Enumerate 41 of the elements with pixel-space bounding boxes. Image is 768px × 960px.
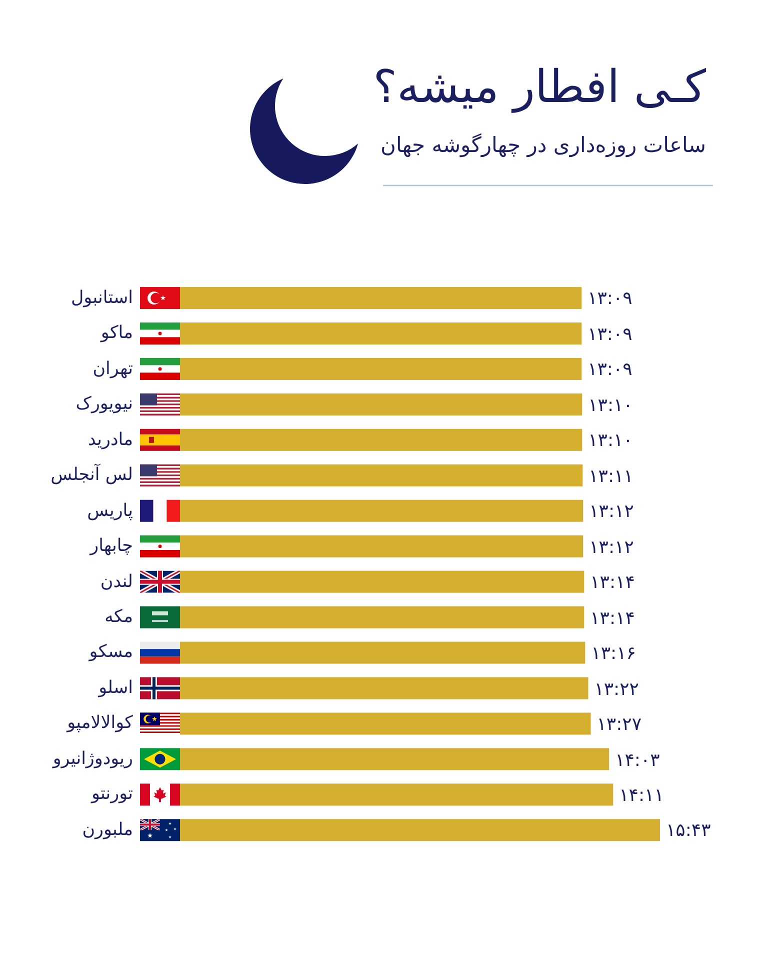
data-label: ۱۳:۱۲	[589, 500, 634, 524]
y-tick-label: نیویورک	[76, 393, 133, 416]
bar	[180, 393, 582, 416]
data-label: ۱۴:۱۱	[619, 784, 664, 808]
data-label: ۱۳:۰۹	[588, 322, 632, 347]
chart-subtitle: ساعات روزه‌داری در چهارگوشه جهان	[380, 132, 706, 160]
bar	[180, 322, 582, 345]
y-tick-label: ریودوژانیرو	[52, 748, 133, 771]
data-label: ۱۳:۱۰	[588, 429, 633, 454]
y-tick-label: مسکو	[89, 641, 133, 664]
y-tick-label: اسلو	[98, 676, 133, 700]
data-label: ۱۳:۱۴	[590, 571, 635, 596]
bar	[180, 358, 582, 380]
y-tick-label: استانبول	[70, 286, 133, 310]
bar	[180, 642, 586, 664]
data-label: ۱۳:۱۱	[588, 464, 634, 489]
data-label: ۱۳:۱۴	[590, 606, 635, 631]
data-label: ۱۳:۱۶	[591, 642, 636, 666]
data-label: ۱۴:۰۳	[615, 748, 660, 773]
y-tick-label: لس آنجلس	[50, 463, 133, 488]
bar	[180, 535, 584, 558]
y-tick-label: مادرید	[88, 428, 133, 452]
y-tick-label: ملبورن	[82, 818, 133, 842]
y-tick-label: پاریس	[87, 500, 133, 523]
y-tick-label: تورنتو	[91, 783, 133, 806]
bar	[180, 712, 591, 735]
y-tick-label: ماکو	[100, 322, 133, 346]
data-label: ۱۳:۰۹	[588, 358, 632, 382]
y-tick-label: چابهار	[90, 535, 133, 558]
data-label: ۱۳:۱۰	[588, 394, 633, 418]
y-tick-label: لندن	[100, 570, 133, 594]
y-tick-label: مکه	[104, 606, 133, 629]
data-label: ۱۳:۱۲	[589, 536, 634, 560]
bar	[180, 464, 583, 486]
y-tick-label: کوالالامپو	[67, 712, 133, 736]
data-label: ۱۳:۲۷	[596, 713, 642, 738]
data-label: ۱۳:۲۲	[594, 678, 639, 702]
data-label: ۱۳:۰۹	[588, 287, 632, 312]
y-tick-label: تهران	[92, 358, 133, 381]
chart-title: کـی افطار میشه؟	[373, 58, 706, 115]
data-label: ۱۵:۴۳	[666, 819, 711, 844]
